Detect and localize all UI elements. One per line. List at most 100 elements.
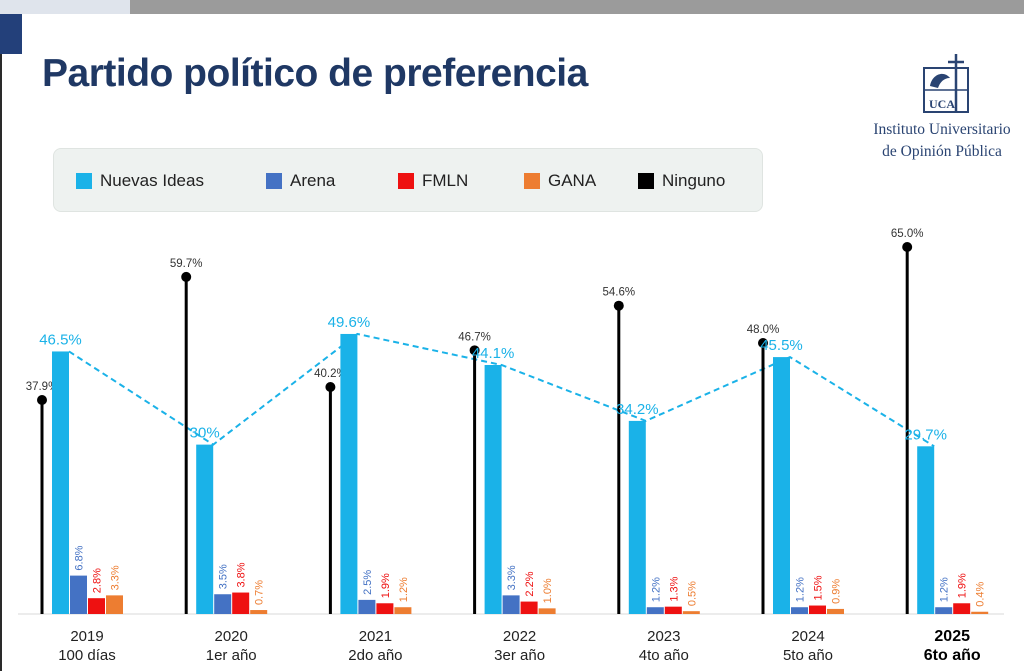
arena-bar [502,595,520,614]
x-tick-label-sub: 5to año [783,647,833,664]
legend-label: GANA [548,171,597,190]
ninguno-dot [37,395,47,406]
ninguno-value-label: 37.9% [26,381,59,393]
nuevas-ideas-value-label: 45.5% [760,337,803,354]
gana-value-label: 1.2% [398,577,410,602]
left-edge [0,54,2,671]
legend-swatch [398,173,414,189]
ninguno-value-label: 40.2% [314,368,347,380]
ninguno-value-label: 46.7% [458,331,491,343]
gana-bar [971,611,989,614]
x-tick-label-sub: 3er año [494,647,545,664]
x-tick-label-year: 2022 [503,628,536,645]
legend-label: FMLN [422,171,469,190]
x-tick-label-year: 2025 [934,628,970,645]
ninguno-value-label: 48.0% [747,324,780,336]
nuevas-ideas-bar [196,444,214,614]
nuevas-ideas-value-label: 44.1% [472,345,515,362]
ninguno-dot [613,300,624,311]
legend-item-gana: GANA [524,171,596,191]
ninguno-value-label: 54.6% [602,287,635,299]
legend-item-arena: Arena [266,171,335,191]
ninguno-dot [758,337,768,348]
arena-value-label: 3.3% [506,565,518,590]
x-tick-label-sub: 4to año [639,647,689,664]
iudop-logo: UCA Instituto Universitario de Opinión P… [860,42,1024,167]
nuevas-ideas-value-label: 30% [190,425,220,442]
nuevas-ideas-value-label: 49.6% [328,314,371,331]
gana-value-label: 0.5% [686,581,698,606]
page-title: Partido político de preferencia [42,52,588,95]
nuevas-ideas-bar [340,333,358,614]
uca-logo-icon: UCA [923,54,969,113]
chart-legend: Nuevas Ideas Arena FMLN GANA Ninguno [53,148,763,212]
fmln-value-label: 1.9% [380,573,392,598]
legend-label: Ninguno [662,171,726,190]
fmln-value-label: 2.8% [92,568,104,593]
fmln-value-label: 2.2% [524,571,536,596]
nuevas-ideas-bar [917,446,935,614]
fmln-value-label: 1.3% [668,576,680,601]
arena-bar [214,594,232,614]
arena-bar [935,607,953,614]
gana-bar [682,611,700,614]
nuevas-ideas-value-label: 29.7% [904,426,947,443]
gana-bar [106,595,123,614]
x-tick-label-year: 2021 [359,628,392,645]
gana-bar [827,608,844,614]
nuevas-ideas-value-label: 34.2% [616,401,659,418]
x-tick-label-year: 2023 [647,628,680,645]
logo-line-1: Instituto Universitario [873,121,1011,138]
ninguno-dot [469,345,480,356]
fmln-bar [232,592,250,614]
x-tick-label-sub: 2do año [348,647,402,664]
gana-bar [538,608,556,614]
arena-value-label: 1.2% [939,577,951,602]
ninguno-dot [325,382,336,393]
legend-swatch [638,173,654,189]
nuevas-ideas-bar [628,420,646,614]
top-bar [0,0,1024,14]
nuevas-ideas-bar [484,365,502,614]
nuevas-ideas-value-label: 46.5% [39,331,82,348]
fmln-bar [809,605,826,614]
arena-value-label: 6.8% [74,545,86,570]
x-tick-label-sub: 6to año [924,647,981,664]
legend-item-ninguno: Ninguno [638,171,725,191]
nuevas-ideas-bar [773,357,790,614]
ninguno-dot [902,242,913,252]
gana-value-label: 3.3% [110,565,122,590]
gana-value-label: 0.4% [975,581,987,606]
legend-item-fmln: FMLN [398,171,468,191]
legend-swatch [76,173,92,189]
uca-mark-text: UCA [929,97,955,111]
x-tick-label-year: 2024 [791,628,824,645]
arena-value-label: 1.2% [795,577,807,602]
legend-label: Nuevas Ideas [100,171,204,190]
side-tab [0,14,22,54]
legend-swatch [524,173,540,189]
ninguno-value-label: 65.0% [891,228,924,240]
gana-bar [394,607,412,614]
fmln-value-label: 1.5% [813,575,825,600]
fmln-bar [953,603,971,614]
legend-swatch [266,173,282,189]
fmln-value-label: 1.9% [957,573,969,598]
arena-value-label: 3.5% [218,564,230,589]
fmln-bar [520,601,538,614]
legend-label: Arena [290,171,336,190]
fmln-bar [88,598,105,614]
gana-value-label: 0.7% [254,580,266,605]
nuevas-ideas-bar [52,351,69,614]
arena-bar [358,599,376,614]
legend-item-nuevas-ideas: Nuevas Ideas [76,171,204,191]
arena-value-label: 1.2% [650,577,662,602]
top-bar-accent [0,0,130,14]
x-tick-label-year: 2020 [215,628,248,645]
fmln-bar [376,603,394,614]
arena-bar [791,607,808,614]
ninguno-dot [181,271,192,282]
arena-value-label: 2.5% [362,570,374,595]
logo-line-2: de Opinión Pública [882,143,1002,160]
x-tick-label-sub: 100 días [58,647,116,664]
